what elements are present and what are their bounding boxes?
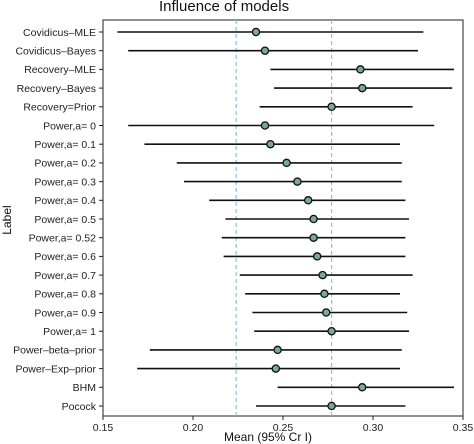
x-tick-label: 0.35 [453,422,474,434]
x-axis-title: Mean (95% Cr I) [224,430,312,444]
row-label-power-a-0: Power,a= 0 [43,120,96,132]
point-estimate-recovery-mle [356,65,365,74]
point-estimate-power-a-1 [327,326,336,336]
row-label-power-beta-prior: Power–beta–prior [13,345,96,357]
row-label-recovery-prior: Recovery=Prior [23,102,96,114]
row-label-power-a-0-7: Power,a= 0.7 [34,270,96,282]
point-estimate-power-a-0-7 [318,270,327,280]
x-tick-label: 0.20 [183,422,204,434]
row-label-power-a-0-52: Power,a= 0.52 [29,233,97,245]
x-tick-label: 0.15 [93,422,114,434]
point-estimate-power-a-0-3 [293,177,302,186]
row-label-power-a-0-8: Power,a= 0.8 [34,289,96,301]
row-label-recovery-bayes: Recovery–Bayes [17,83,96,95]
y-axis-title: Label [0,205,14,234]
point-estimate-power-a-0-2 [282,158,291,168]
point-estimate-pocock [327,401,336,411]
point-estimate-power-a-0-4 [303,196,313,205]
point-estimate-power-a-0-52 [309,233,318,242]
plot-frame [102,19,464,417]
point-estimate-bhm [357,383,367,392]
row-label-power-a-0-4: Power,a= 0.4 [34,195,96,207]
row-label-covidicus-bayes: Covidicus–Bayes [15,46,96,58]
point-estimate-power-a-0-5 [309,214,318,224]
row-label-power-a-0-3: Power,a= 0.3 [34,176,96,188]
plot-area: 0.15 0.20 0.25 0.30 0.35 Covidicus–MLE Covidic… [13,19,474,434]
row-label-power-a-0-5: Power,a= 0.5 [34,214,96,226]
row-label-power-a-0-1: Power,a= 0.1 [34,139,96,151]
row-label-power-exp-prior: Power–Exp–prior [15,363,96,375]
point-estimate-power-a-0 [260,121,270,130]
point-estimate-power-exp-prior [271,364,281,373]
point-estimate-covidicus-bayes [260,46,270,55]
row-label-power-a-0-2: Power,a= 0.2 [34,158,96,170]
row-label-bhm: BHM [73,382,96,394]
point-estimate-power-beta-prior [273,345,282,355]
row-label-recovery-mle: Recovery–MLE [24,64,96,76]
row-label-covidicus-mle: Covidicus–MLE [23,27,96,39]
point-estimate-power-a-0-9 [321,308,331,317]
row-label-power-a-0-9: Power,a= 0.9 [34,307,96,319]
point-estimate-power-a-0-6 [312,252,322,261]
point-estimate-covidicus-mle [251,27,261,37]
x-tick-label: 0.30 [363,422,384,434]
row-label-pocock: Pocock [62,401,97,413]
x-tick-label: 0.25 [273,422,294,434]
point-estimate-power-a-0-1 [266,139,275,149]
chart-title: Influence of models [159,0,289,15]
point-estimate-recovery-bayes [357,83,367,93]
row-label-power-a-1: Power,a= 1 [43,326,96,338]
row-label-power-a-0-6: Power,a= 0.6 [34,251,96,263]
point-estimate-recovery-prior [327,102,336,112]
point-estimate-power-a-0-8 [320,289,329,299]
